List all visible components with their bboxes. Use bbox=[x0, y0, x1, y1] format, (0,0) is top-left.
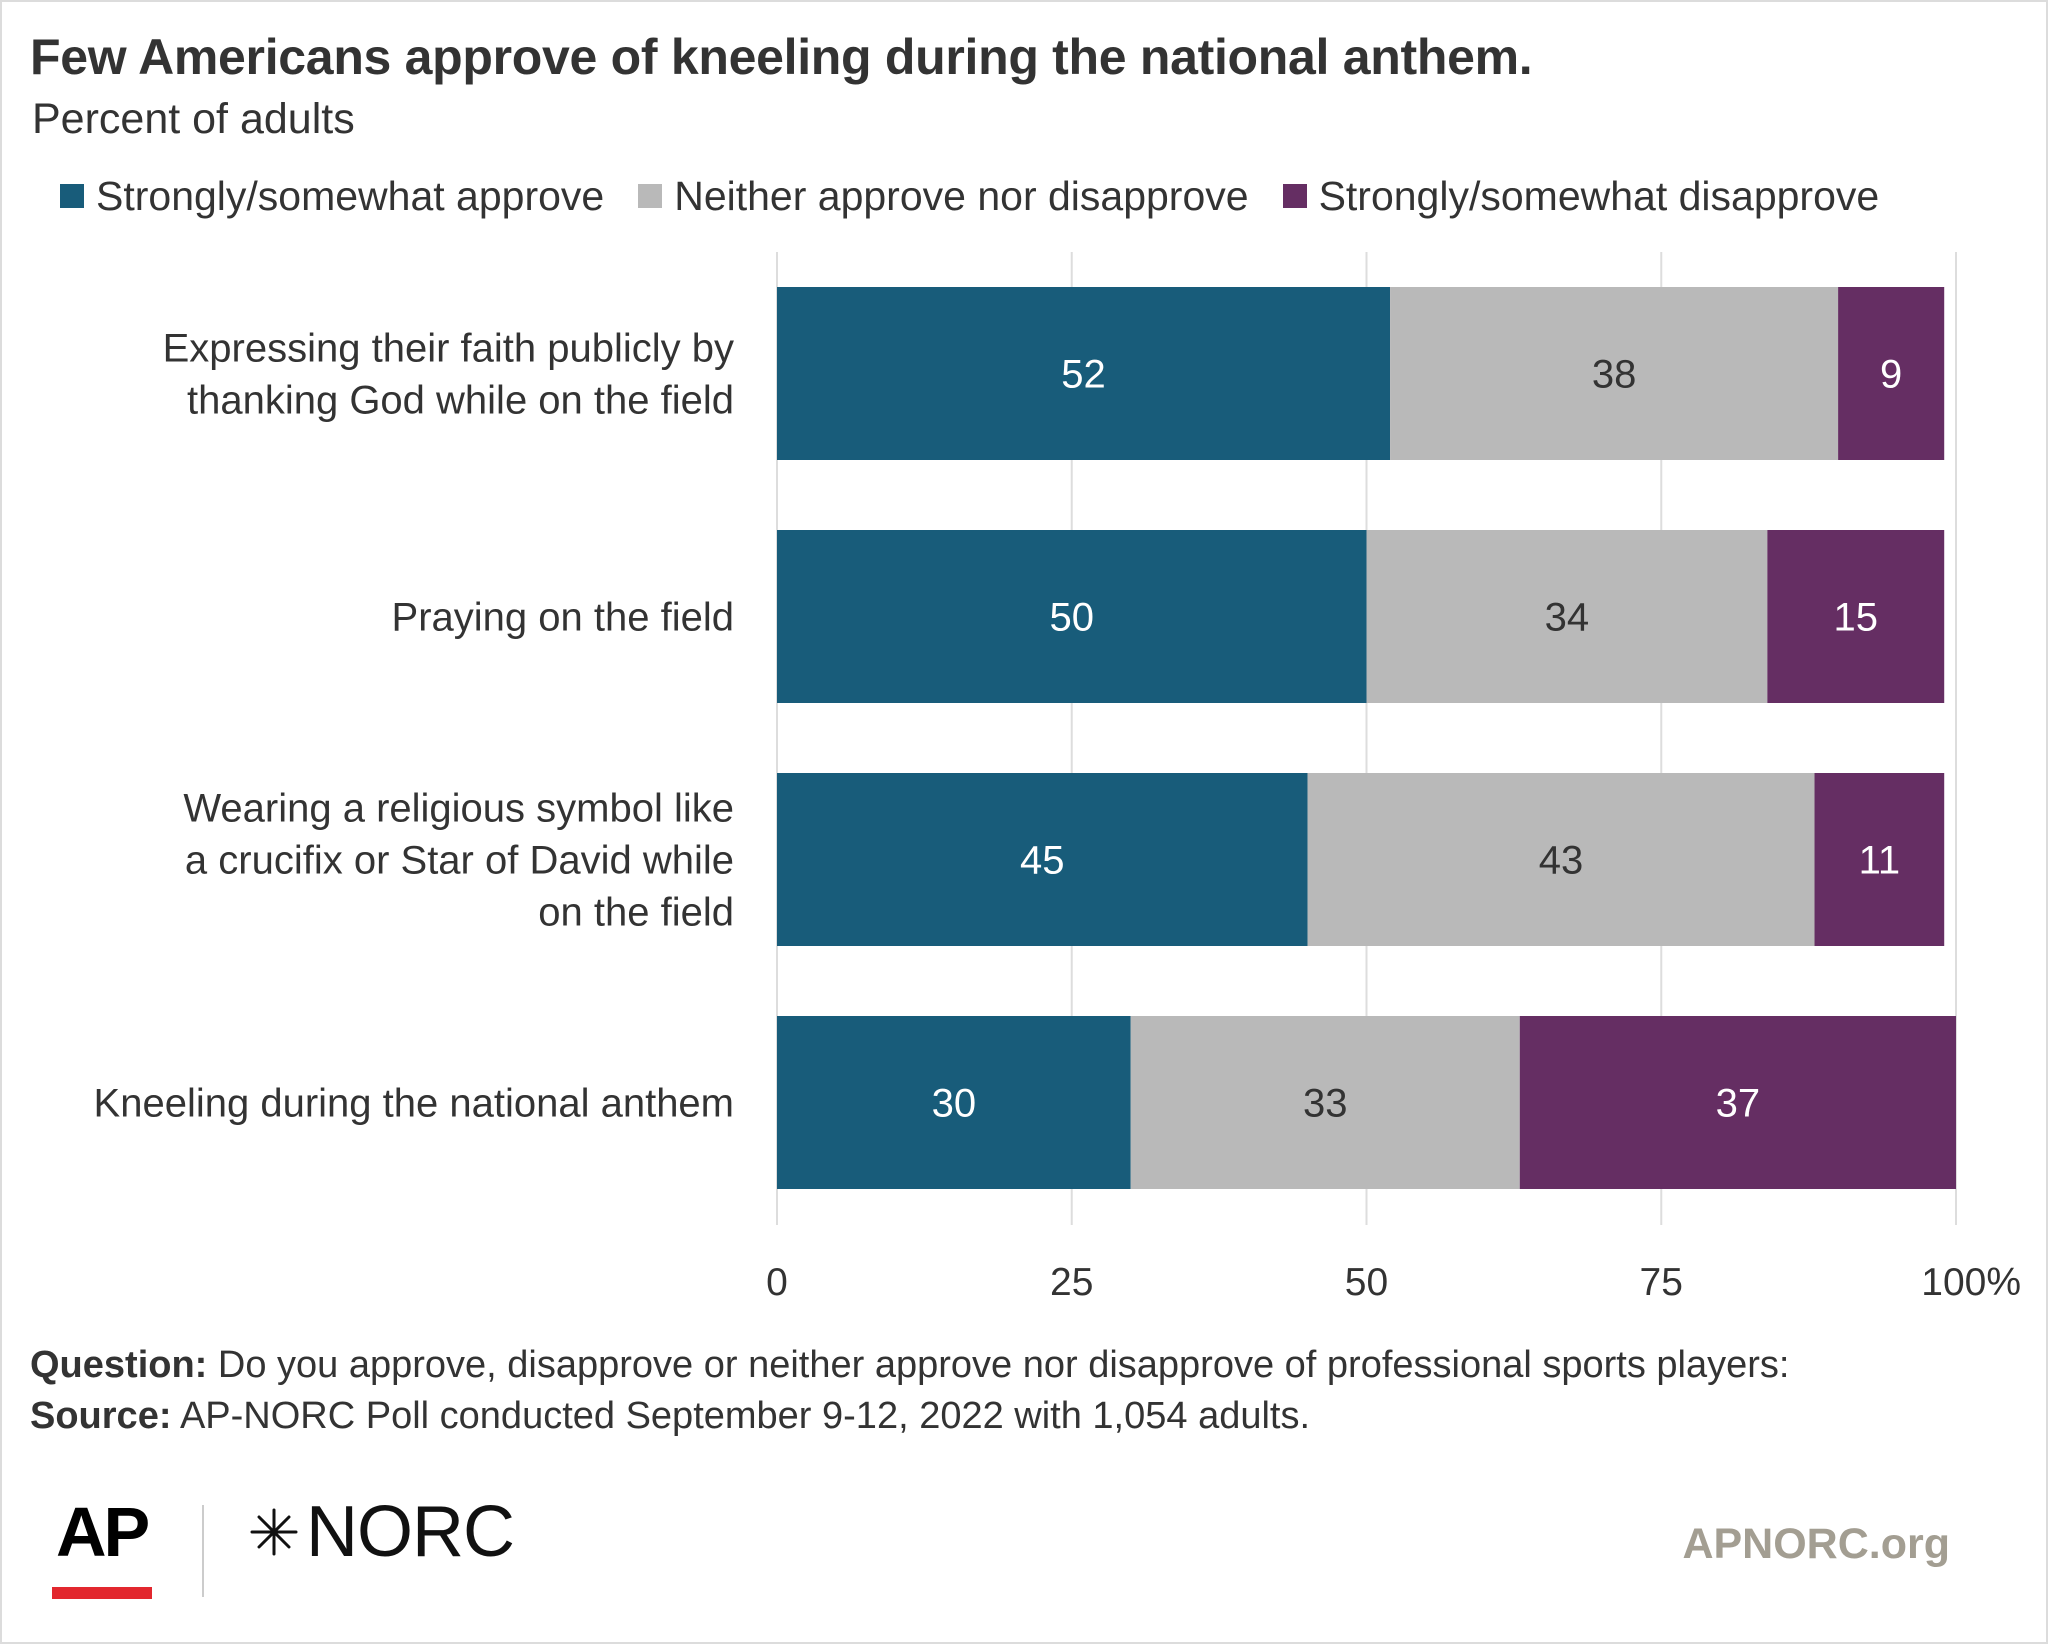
x-tick-label-2: 50 bbox=[1345, 1261, 1388, 1304]
bar-segment-2-0 bbox=[777, 773, 1308, 946]
x-tick-label-4: 100% bbox=[1921, 1261, 2021, 1304]
norc-star-icon bbox=[250, 1508, 298, 1556]
category-label-2-line-2: on the field bbox=[538, 891, 734, 935]
legend-label-approve: Strongly/somewhat approve bbox=[96, 172, 605, 219]
norc-logo: NORC bbox=[248, 1492, 515, 1572]
data-label-2-1: 43 bbox=[1539, 839, 1584, 883]
data-label-3-0: 30 bbox=[932, 1082, 977, 1126]
x-tick-label-1: 25 bbox=[1050, 1261, 1093, 1304]
ap-logo-red-bar bbox=[52, 1587, 152, 1599]
data-label-2-0: 45 bbox=[1020, 839, 1065, 883]
data-label-1-1: 34 bbox=[1545, 596, 1590, 640]
x-tick-label-0: 0 bbox=[766, 1261, 788, 1304]
bar-segment-3-2 bbox=[1519, 1016, 1956, 1189]
category-label-2-line-0: Wearing a religious symbol like bbox=[183, 787, 734, 831]
bar-segment-1-0 bbox=[777, 530, 1367, 703]
legend-item-neither: Neither approve nor disapprove bbox=[638, 172, 1249, 220]
question-text: Do you approve, disapprove or neither ap… bbox=[217, 1344, 1790, 1386]
data-label-2-2: 11 bbox=[1859, 839, 1901, 883]
bar-segment-2-2 bbox=[1814, 773, 1945, 946]
source-note: Source: AP-NORC Poll conducted September… bbox=[30, 1391, 1789, 1442]
legend-label-disapprove: Strongly/somewhat disapprove bbox=[1318, 172, 1880, 219]
category-label-2-line-1: a crucifix or Star of David while bbox=[185, 839, 734, 883]
bar-segment-3-1 bbox=[1130, 1016, 1520, 1189]
chart-footer: Question: Do you approve, disapprove or … bbox=[30, 1340, 1789, 1442]
norc-logo-text: NORC bbox=[306, 1492, 515, 1572]
category-label-0-line-1: thanking God while on the field bbox=[187, 379, 734, 423]
category-label-1-line-0: Praying on the field bbox=[392, 596, 734, 640]
data-label-0-0: 52 bbox=[1061, 353, 1106, 397]
legend-item-approve: Strongly/somewhat approve bbox=[60, 173, 604, 220]
bar-segment-0-2 bbox=[1838, 287, 1945, 460]
data-label-3-2: 37 bbox=[1716, 1082, 1761, 1126]
source-text: AP-NORC Poll conducted September 9-12, 2… bbox=[179, 1395, 1311, 1437]
question-label: Question: bbox=[30, 1344, 208, 1386]
legend-swatch-approve bbox=[60, 184, 84, 208]
bar-segment-0-0 bbox=[777, 287, 1391, 460]
ap-logo: AP bbox=[56, 1493, 150, 1571]
source-label: Source: bbox=[30, 1395, 172, 1437]
question-note: Question: Do you approve, disapprove or … bbox=[30, 1340, 1789, 1391]
data-label-3-1: 33 bbox=[1303, 1082, 1348, 1126]
stacked-bar-chart: 0 25 50 75 100% Expressing their faith public… bbox=[94, 252, 2021, 1304]
chart-title: Few Americans approve of kneeling during… bbox=[30, 29, 1533, 85]
bar-segment-3-0 bbox=[777, 1016, 1131, 1189]
legend-swatch-disapprove bbox=[1282, 184, 1307, 208]
bar-segment-2-1 bbox=[1307, 773, 1815, 946]
legend-swatch-neither bbox=[638, 184, 663, 208]
x-tick-label-3: 75 bbox=[1640, 1261, 1683, 1304]
legend-item-disapprove: Strongly/somewhat disapprove bbox=[1282, 172, 1880, 220]
data-label-0-1: 38 bbox=[1592, 353, 1637, 397]
data-label-1-2: 15 bbox=[1834, 596, 1879, 640]
site-url: APNORC.org bbox=[1682, 1520, 1950, 1568]
data-label-0-2: 9 bbox=[1880, 353, 1902, 397]
bar-segment-1-2 bbox=[1767, 530, 1945, 703]
bar-segment-0-1 bbox=[1390, 287, 1839, 460]
category-label-0-line-0: Expressing their faith publicly by bbox=[163, 327, 734, 371]
chart-legend: Strongly/somewhat approve Neither approv… bbox=[60, 170, 1913, 222]
bar-segment-1-1 bbox=[1366, 530, 1768, 703]
data-label-1-0: 50 bbox=[1050, 596, 1095, 640]
chart-subtitle: Percent of adults bbox=[32, 95, 355, 143]
legend-label-neither: Neither approve nor disapprove bbox=[674, 172, 1249, 219]
logo-divider bbox=[202, 1505, 204, 1597]
category-label-3-line-0: Kneeling during the national anthem bbox=[94, 1082, 734, 1126]
